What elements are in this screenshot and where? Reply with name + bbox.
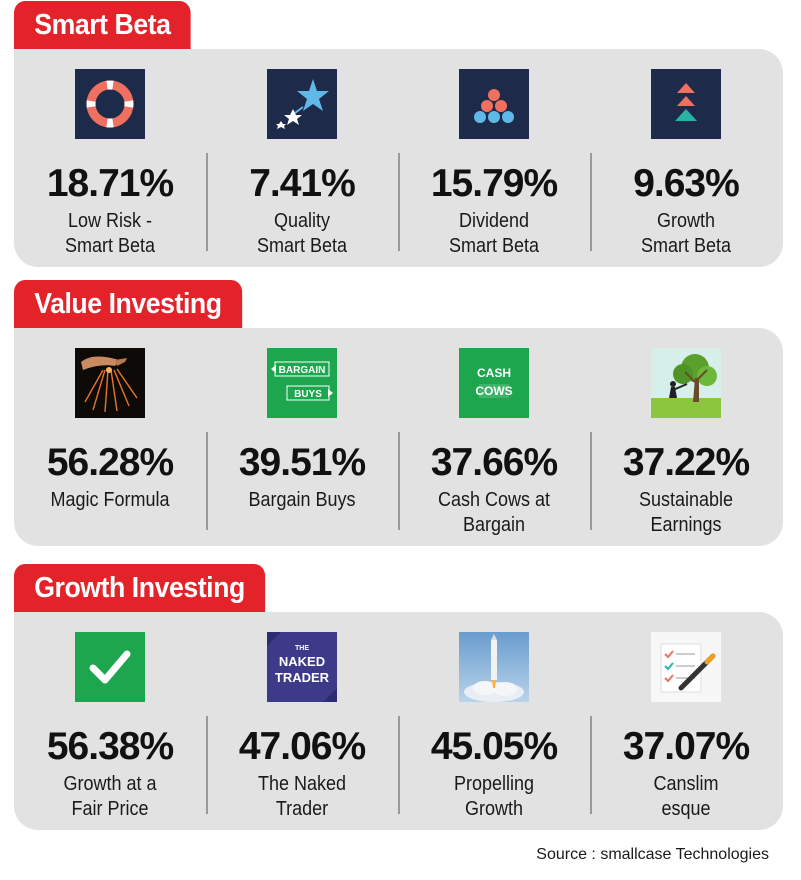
svg-text:COWS: COWS: [475, 384, 512, 398]
divider: [206, 153, 208, 251]
source-note: Source : smallcase Technologies: [536, 846, 769, 863]
metric-value: 15.79%: [430, 162, 558, 205]
lifebuoy-icon: [75, 69, 145, 139]
cash-cows-icon: CASH COWS: [459, 348, 529, 418]
checklist-pen-icon: [651, 632, 721, 702]
metric-label: Low Risk - Smart Beta: [64, 210, 156, 257]
divider: [590, 153, 592, 251]
svg-text:BARGAIN: BARGAIN: [279, 365, 326, 376]
svg-text:CASH: CASH: [477, 366, 511, 380]
metric-label: Growth Smart Beta: [640, 210, 732, 257]
divider: [206, 432, 208, 530]
metric-card-sustainable-earnings: 37.22% Sustainable Earnings: [590, 328, 782, 546]
svg-text:NAKED: NAKED: [279, 654, 325, 669]
metric-card-naked-trader: THE NAKED TRADER 47.06% The Naked Trader: [206, 612, 398, 830]
metric-label: Bargain Buys: [248, 489, 356, 511]
metric-value: 18.71%: [46, 162, 174, 205]
metric-card-garp: 56.38% Growth at a Fair Price: [14, 612, 206, 830]
metric-value: 56.28%: [46, 441, 174, 484]
metric-card-dividend: 15.79% Dividend Smart Beta: [398, 49, 590, 267]
metric-value: 39.51%: [238, 441, 366, 484]
metric-label: Sustainable Earnings: [638, 489, 734, 536]
metric-label: Magic Formula: [50, 489, 170, 511]
section-title: Smart Beta: [14, 1, 191, 49]
naked-trader-logo-icon: THE NAKED TRADER: [267, 632, 337, 702]
section-panel: 56.28% Magic Formula BARGAIN BUYS 39.51%: [14, 328, 783, 546]
divider: [398, 432, 400, 530]
metric-card-propelling-growth: 45.05% Propelling Growth: [398, 612, 590, 830]
metric-card-low-risk: 18.71% Low Risk - Smart Beta: [14, 49, 206, 267]
metric-label: Dividend Smart Beta: [448, 210, 540, 257]
bargain-buys-tag-icon: BARGAIN BUYS: [267, 348, 337, 418]
rocket-launch-icon: [459, 632, 529, 702]
metric-card-quality: 7.41% Quality Smart Beta: [206, 49, 398, 267]
metric-value: 9.63%: [633, 162, 740, 205]
divider: [590, 432, 592, 530]
metric-card-canslim: 37.07% Canslim esque: [590, 612, 782, 830]
metric-value: 7.41%: [249, 162, 356, 205]
stacked-arrows-icon: [651, 69, 721, 139]
divider: [398, 153, 400, 251]
metric-value: 37.22%: [622, 441, 750, 484]
metric-label: Quality Smart Beta: [256, 210, 348, 257]
svg-text:THE: THE: [295, 645, 309, 652]
checkmark-icon: [75, 632, 145, 702]
metric-card-bargain-buys: BARGAIN BUYS 39.51% Bargain Buys: [206, 328, 398, 546]
svg-text:TRADER: TRADER: [275, 670, 330, 685]
metric-value: 37.66%: [430, 441, 558, 484]
section-panel: 18.71% Low Risk - Smart Beta 7.41% Quali…: [14, 49, 783, 267]
metric-value: 37.07%: [622, 725, 750, 768]
tree-icon: [651, 348, 721, 418]
magic-hand-icon: [75, 348, 145, 418]
divider: [590, 716, 592, 814]
shooting-star-icon: [267, 69, 337, 139]
metric-label: Growth at a Fair Price: [63, 773, 157, 820]
metric-label: Cash Cows at Bargain: [437, 489, 551, 536]
dots-pyramid-icon: [459, 69, 529, 139]
divider: [398, 716, 400, 814]
metric-value: 45.05%: [430, 725, 558, 768]
metric-label: Propelling Growth: [453, 773, 535, 820]
metric-card-cash-cows: CASH COWS 37.66% Cash Cows at Bargain: [398, 328, 590, 546]
section-title: Growth Investing: [14, 564, 266, 612]
section-title: Value Investing: [14, 280, 242, 328]
divider: [206, 716, 208, 814]
metric-label: The Naked Trader: [257, 773, 347, 820]
svg-text:BUYS: BUYS: [294, 389, 322, 400]
metric-value: 47.06%: [238, 725, 366, 768]
metric-value: 56.38%: [46, 725, 174, 768]
section-panel: 56.38% Growth at a Fair Price THE NAKED …: [14, 612, 783, 830]
metric-card-growth: 9.63% Growth Smart Beta: [590, 49, 782, 267]
metric-label: Canslim esque: [653, 773, 719, 820]
metric-card-magic-formula: 56.28% Magic Formula: [14, 328, 206, 546]
